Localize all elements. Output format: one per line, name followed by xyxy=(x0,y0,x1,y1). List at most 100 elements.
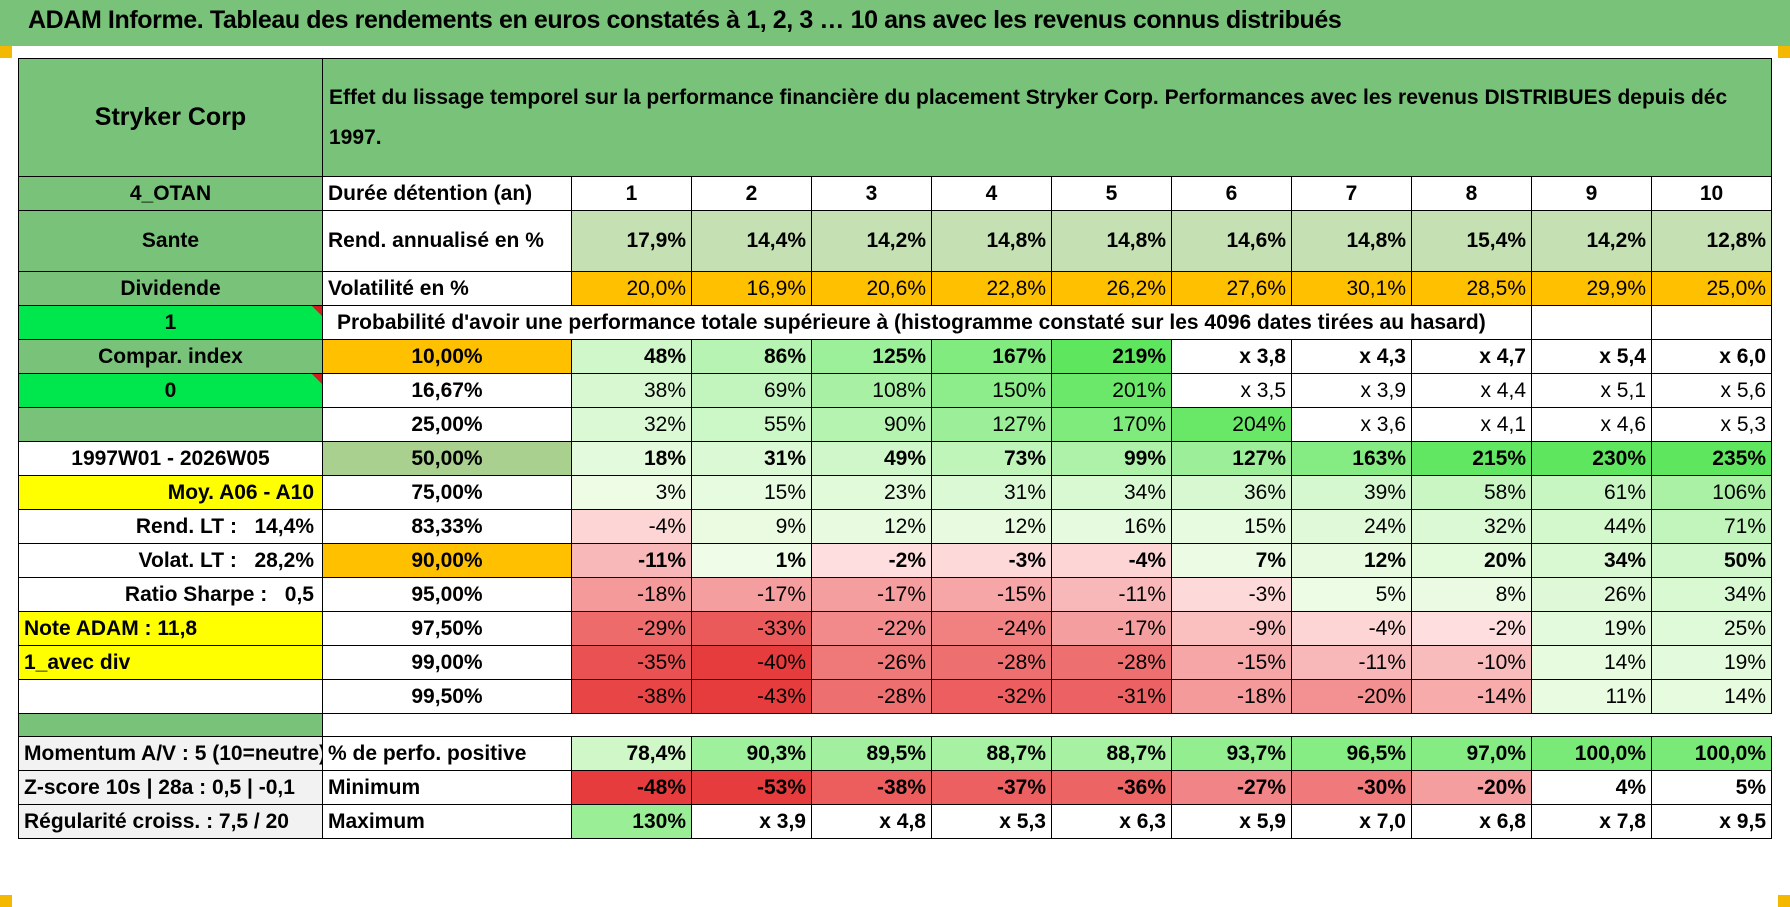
probability-value: -33% xyxy=(691,611,812,646)
period-label: 1997W01 - 2026W05 xyxy=(18,441,323,476)
probability-value: 9% xyxy=(691,509,812,544)
probability-value: 99% xyxy=(1051,441,1172,476)
row-vol-cell-1: 20,0% xyxy=(571,271,692,306)
momentum-label: Momentum A/V : 5 (10=neutre) xyxy=(18,736,323,771)
row-vol-cell-10: 25,0% xyxy=(1650,271,1773,306)
probability-value: x 3,5 xyxy=(1171,373,1292,408)
row-years-cell-2: 2 xyxy=(691,176,812,211)
probability-value: x 5,6 xyxy=(1650,373,1773,408)
probability-value: 38% xyxy=(571,373,692,408)
probability-value: 170% xyxy=(1051,407,1172,442)
probability-value: 32% xyxy=(571,407,692,442)
probability-value: 25% xyxy=(1650,611,1773,646)
probability-value: 1% xyxy=(691,543,812,578)
row-min-cell-8: -20% xyxy=(1411,770,1532,805)
row-max-cell-4: x 5,3 xyxy=(931,804,1052,839)
probability-value: x 4,7 xyxy=(1411,339,1532,374)
title-bar: ADAM Informe. Tableau des rendements en … xyxy=(0,0,1790,46)
compar-index-label: Compar. index xyxy=(18,339,323,374)
row-years-cell-9: 9 xyxy=(1531,176,1652,211)
sharpe-label: Ratio Sharpe : xyxy=(124,582,268,606)
probability-level: 50,00% xyxy=(322,441,572,476)
rend-label: Rend. annualisé en % xyxy=(322,210,572,272)
empty-cell xyxy=(1531,305,1652,340)
row-max-cell-10: x 9,5 xyxy=(1650,804,1773,839)
probability-level: 99,00% xyxy=(322,645,572,680)
row-years-cell-7: 7 xyxy=(1291,176,1412,211)
zscore-label: Z-score 10s | 28a : 0,5 | -0,1 xyxy=(18,770,323,805)
probability-value: 34% xyxy=(1051,475,1172,510)
probability-value: 12% xyxy=(1291,543,1412,578)
probability-value: 19% xyxy=(1531,611,1652,646)
row-perf-cell-9: 100,0% xyxy=(1531,736,1652,771)
row-vol-cell-8: 28,5% xyxy=(1411,271,1532,306)
spacer-green xyxy=(18,713,323,737)
row-max-cell-8: x 6,8 xyxy=(1411,804,1532,839)
corner-marker xyxy=(0,46,12,58)
probability-value: -10% xyxy=(1411,645,1532,680)
row-rend-cell-7: 14,8% xyxy=(1291,210,1412,272)
row-years-cell-6: 6 xyxy=(1171,176,1292,211)
probability-value: 31% xyxy=(691,441,812,476)
probability-value: -18% xyxy=(1171,679,1292,714)
probability-value: 11% xyxy=(1531,679,1652,714)
probability-value: 90% xyxy=(811,407,932,442)
probability-value: 204% xyxy=(1171,407,1292,442)
probability-value: -28% xyxy=(1051,645,1172,680)
probability-value: 20% xyxy=(1411,543,1532,578)
probability-value: x 5,1 xyxy=(1531,373,1652,408)
row-min-cell-2: -53% xyxy=(691,770,812,805)
report-title: ADAM Informe. Tableau des rendements en … xyxy=(28,6,1342,34)
probability-value: x 4,6 xyxy=(1531,407,1652,442)
row-rend-cell-8: 15,4% xyxy=(1411,210,1532,272)
performance-table: Stryker Corp Effet du lissage temporel s… xyxy=(18,58,1773,839)
probability-level: 16,67% xyxy=(322,373,572,408)
rend-lt-cell: Rend. LT : 14,4% xyxy=(18,509,323,544)
empty-cell xyxy=(1650,305,1773,340)
corner-marker xyxy=(0,895,12,907)
probability-value: -2% xyxy=(811,543,932,578)
row-perf-cell-3: 89,5% xyxy=(811,736,932,771)
probability-value: -17% xyxy=(691,577,812,612)
row-vol-cell-9: 29,9% xyxy=(1531,271,1652,306)
probability-value: -28% xyxy=(931,645,1052,680)
row-rend-cell-6: 14,6% xyxy=(1171,210,1292,272)
probability-value: 230% xyxy=(1531,441,1652,476)
row-vol-cell-5: 26,2% xyxy=(1051,271,1172,306)
probability-value: -22% xyxy=(811,611,932,646)
row-years-cell-10: 10 xyxy=(1650,176,1773,211)
row-vol-cell-7: 30,1% xyxy=(1291,271,1412,306)
row-years-cell-1: 1 xyxy=(571,176,692,211)
probability-value: 8% xyxy=(1411,577,1532,612)
empty-green-cell xyxy=(18,407,323,442)
probability-value: -28% xyxy=(811,679,932,714)
probability-value: 106% xyxy=(1650,475,1773,510)
max-label: Maximum xyxy=(322,804,572,839)
flag-zero-cell[interactable]: 0 xyxy=(18,373,323,408)
row-rend-cell-10: 12,8% xyxy=(1650,210,1773,272)
probability-value: -4% xyxy=(1051,543,1172,578)
row-perf-cell-5: 88,7% xyxy=(1051,736,1172,771)
probability-value: 61% xyxy=(1531,475,1652,510)
probability-value: 201% xyxy=(1051,373,1172,408)
probability-value: 19% xyxy=(1650,645,1773,680)
probability-value: 86% xyxy=(691,339,812,374)
probability-value: x 4,4 xyxy=(1411,373,1532,408)
row-perf-cell-8: 97,0% xyxy=(1411,736,1532,771)
probability-level: 83,33% xyxy=(322,509,572,544)
probability-value: 3% xyxy=(571,475,692,510)
row-perf-cell-4: 88,7% xyxy=(931,736,1052,771)
probability-value: -4% xyxy=(1291,611,1412,646)
row-years-cell-8: 8 xyxy=(1411,176,1532,211)
row-max-cell-2: x 3,9 xyxy=(691,804,812,839)
row-min-cell-7: -30% xyxy=(1291,770,1412,805)
duree-label: Durée détention (an) xyxy=(322,176,572,211)
probability-value: 71% xyxy=(1650,509,1773,544)
sharpe-value: 0,5 xyxy=(284,582,314,606)
probability-value: 167% xyxy=(931,339,1052,374)
row-perf-cell-6: 93,7% xyxy=(1171,736,1292,771)
probability-value: -24% xyxy=(931,611,1052,646)
probability-level: 97,50% xyxy=(322,611,572,646)
probability-value: x 4,1 xyxy=(1411,407,1532,442)
flag-one-cell[interactable]: 1 xyxy=(18,305,323,340)
